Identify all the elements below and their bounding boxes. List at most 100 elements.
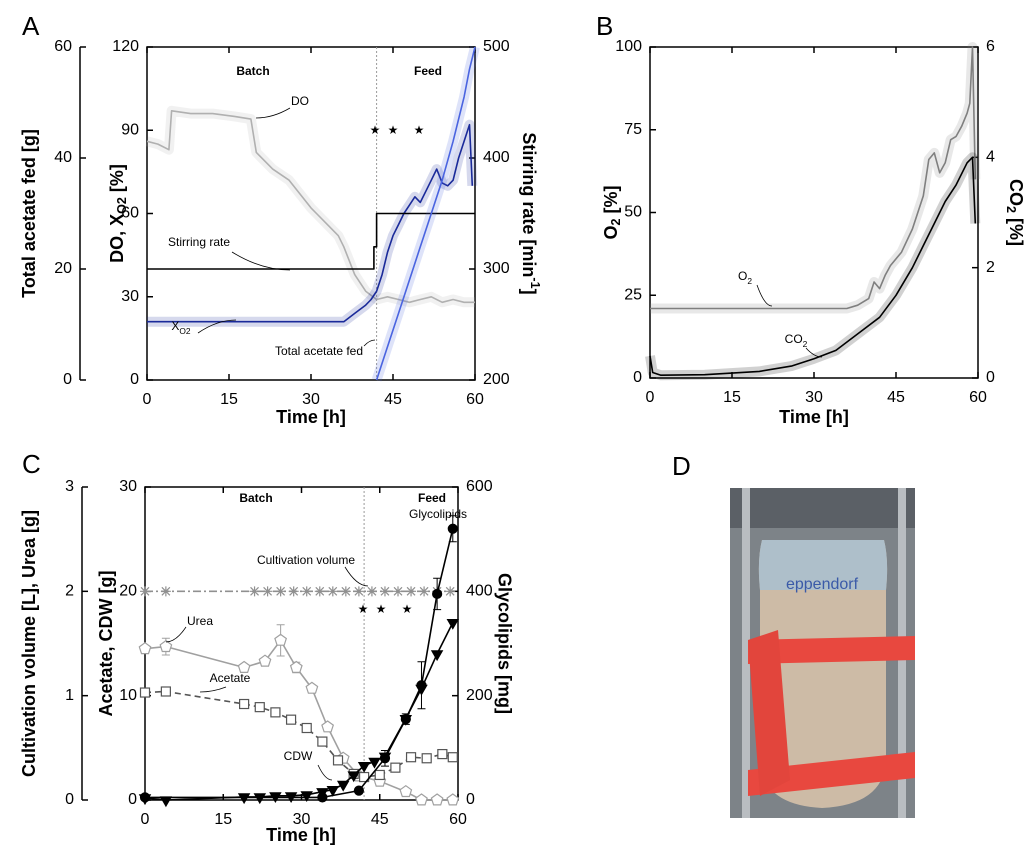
marker (305, 681, 319, 694)
y2-tick-label: 200 (483, 371, 510, 388)
significance-star: ★ (388, 123, 399, 137)
panel-label: C (22, 449, 41, 479)
y3-axis-label: Cultivation volume [L], Urea [g] (19, 510, 39, 777)
x-tick-label: 15 (214, 811, 232, 828)
annotation: CO2 (785, 332, 808, 349)
marker (254, 702, 265, 713)
marker (332, 755, 344, 766)
y2-tick-label: 300 (483, 260, 510, 277)
x-tick-label: 30 (293, 811, 311, 828)
y2-axis-label: Stirring rate [min-1] (519, 132, 541, 294)
marker (139, 792, 151, 803)
y2-axis-label: CO2 [%] (1004, 179, 1027, 246)
annotation-arrow (756, 284, 773, 307)
panel-label: B (596, 11, 613, 41)
y3-tick-label: 20 (54, 260, 72, 277)
text-part: [%] (107, 164, 127, 197)
annotation-arrow (197, 319, 237, 334)
marker (415, 793, 428, 806)
marker (327, 586, 338, 597)
marker (288, 586, 299, 597)
text-part: [%] (1006, 213, 1026, 246)
marker (353, 785, 364, 796)
marker (239, 698, 250, 710)
marker (379, 586, 390, 597)
y2-tick-label: 0 (986, 369, 995, 386)
panel-label: A (22, 11, 40, 41)
y-axis-label: O2 [%] (601, 185, 624, 239)
text-part: CO (1006, 179, 1026, 206)
marker (258, 654, 272, 667)
marker (430, 793, 444, 806)
significance-star: ★ (358, 602, 369, 616)
marker (274, 633, 288, 646)
marker (437, 748, 448, 760)
significance-star: ★ (370, 123, 381, 137)
marker (275, 586, 286, 597)
y3-tick-label: 3 (65, 478, 74, 495)
marker (405, 752, 417, 763)
strap (748, 752, 915, 796)
series-line (146, 110, 475, 304)
marker (159, 796, 173, 808)
annotation: Batch (239, 491, 272, 505)
text-part: 2 (803, 339, 808, 349)
x-tick-label: 15 (723, 389, 741, 406)
text-part: O2 (179, 326, 191, 336)
marker (159, 639, 173, 653)
marker (347, 771, 360, 783)
text-part: DO, X (107, 214, 127, 263)
marker (432, 588, 443, 600)
marker (400, 714, 411, 725)
y-tick-label: 90 (121, 121, 139, 138)
annotation-arrow (317, 764, 333, 781)
y-tick-label: 10 (119, 687, 137, 704)
marker (300, 791, 313, 802)
y-tick-label: 120 (112, 38, 139, 55)
y2-tick-label: 6 (986, 38, 995, 55)
y3-tick-label: 40 (54, 149, 72, 166)
y-tick-label: 60 (121, 205, 139, 222)
annotation: Acetate (210, 671, 251, 685)
marker (160, 686, 171, 697)
x-tick-label: 30 (805, 389, 823, 406)
y-tick-label: 30 (121, 288, 139, 305)
x-tick-label: 60 (466, 391, 484, 408)
y2-axis-label: Glycolipids [mg] (494, 573, 514, 714)
y2-tick-label: 2 (986, 259, 995, 276)
strap (748, 636, 915, 664)
y-axis-label: Acetate, CDW [g] (96, 570, 116, 716)
y-tick-label: 0 (633, 369, 642, 386)
y2-tick-label: 200 (466, 687, 493, 704)
y-tick-label: 75 (624, 121, 642, 138)
marker (289, 660, 303, 674)
x-tick-label: 15 (220, 391, 238, 408)
y-tick-label: 20 (119, 583, 137, 600)
x-axis-label: Time [h] (276, 407, 346, 427)
marker (314, 586, 325, 597)
y-tick-label: 0 (128, 791, 137, 808)
panel-label: D (672, 451, 691, 481)
marker (393, 586, 404, 597)
x-tick-label: 45 (371, 811, 389, 828)
y3-tick-label: 0 (65, 791, 74, 808)
annotation: Urea (187, 614, 213, 628)
y-axis-label: DO, XO2 [%] (107, 164, 130, 263)
text-part: Stirring rate [min (519, 132, 539, 277)
strap (748, 630, 790, 796)
text-part: CO (785, 332, 803, 346)
annotation: Batch (236, 64, 269, 78)
y2-tick-label: 400 (466, 583, 493, 600)
text-part: -1 (528, 277, 542, 288)
text-part: 2 (1004, 206, 1018, 213)
annotation: CDW (284, 749, 313, 763)
y-tick-label: 0 (130, 371, 139, 388)
annotation: Total acetate fed (275, 344, 363, 358)
series-line (144, 622, 454, 801)
marker (447, 752, 458, 763)
series-line (144, 690, 454, 778)
annotation: DO (291, 94, 309, 108)
annotation-arrow (199, 686, 227, 693)
marker (139, 687, 151, 698)
x-tick-label: 45 (887, 389, 905, 406)
